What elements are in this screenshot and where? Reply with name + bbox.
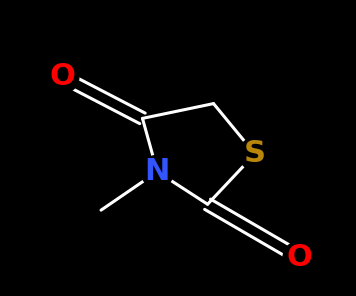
Text: S: S [244,139,266,168]
Text: N: N [145,157,170,186]
Circle shape [141,155,174,188]
Circle shape [46,61,79,93]
Text: O: O [287,243,312,272]
Circle shape [239,138,271,170]
Text: O: O [49,62,75,91]
Circle shape [283,241,316,274]
